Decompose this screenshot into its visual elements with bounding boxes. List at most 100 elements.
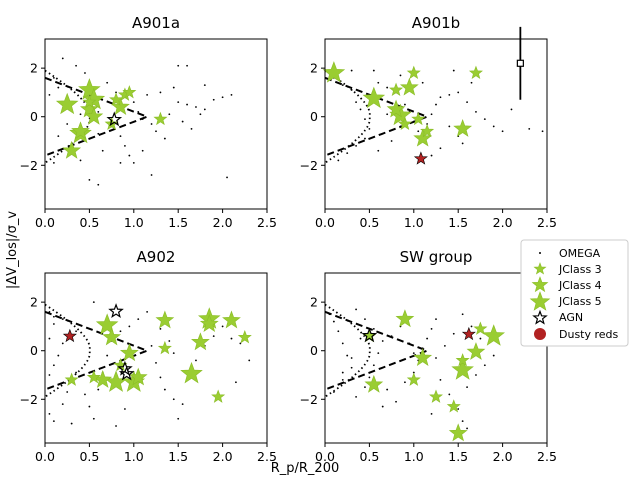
omega-point [66, 391, 69, 393]
omega-point [186, 103, 188, 106]
legend-marker-agn [532, 309, 548, 325]
omega-point [119, 135, 122, 138]
omega-point [92, 417, 95, 420]
omega-point [421, 81, 424, 84]
omega-point [510, 108, 513, 111]
jclass3-point [473, 321, 488, 335]
legend-marker-dusty-reds [534, 328, 546, 340]
legend-label-jclass3: JClass 3 [558, 263, 602, 276]
jclass3-point [109, 92, 124, 106]
omega-point [386, 113, 389, 116]
omega-point [399, 74, 402, 77]
omega-point [235, 381, 237, 384]
omega-point [364, 118, 366, 121]
omega-point [199, 113, 202, 116]
x-tick-label: 0.5 [79, 449, 99, 464]
x-tick-label: 1.0 [124, 449, 144, 464]
omega-point [364, 318, 366, 321]
x-tick-label: 2.5 [257, 449, 277, 464]
omega-point [181, 403, 184, 406]
error-bar-marker [516, 59, 524, 67]
x-tick-label: 2.0 [493, 449, 513, 464]
omega-point [190, 127, 193, 130]
omega-point [168, 340, 171, 342]
omega-point [84, 393, 86, 396]
y-tick-label: 0 [30, 343, 38, 358]
legend-marker-omega [539, 252, 541, 254]
omega-point [466, 427, 468, 430]
omega-point [57, 86, 60, 89]
jclass5-point [95, 313, 119, 335]
jclass3-point [468, 65, 483, 79]
x-tick-label: 1.0 [404, 449, 424, 464]
panel-a902: A902 0.0 0.5 1.0 1.5 2.0 2.5 2 0 −2 [20, 248, 277, 464]
omega-point [341, 378, 344, 381]
x-tick-label: 2.5 [537, 449, 557, 464]
x-tick-label: 0.5 [359, 449, 379, 464]
omega-point [150, 344, 153, 347]
omega-point [141, 149, 144, 152]
omega-point [52, 420, 55, 423]
x-tick-label: 1.0 [404, 215, 424, 230]
omega-point [470, 325, 473, 328]
legend-marker-jclass5 [529, 291, 551, 311]
y-tick-label: 0 [30, 109, 38, 124]
omega-point [132, 161, 135, 164]
jclass4-point [62, 140, 82, 159]
caustic-dashed-line [324, 310, 430, 391]
omega-point [230, 93, 233, 96]
omega-point [84, 72, 86, 74]
omega-point [390, 335, 393, 338]
agn-point [108, 303, 124, 319]
omega-point [412, 120, 415, 123]
omega-point [452, 332, 455, 335]
omega-point [195, 359, 197, 362]
omega-point [368, 127, 371, 130]
omega-point [492, 354, 495, 357]
omega-point [163, 388, 166, 391]
omega-point [364, 137, 366, 140]
omega-point [52, 76, 55, 79]
jclass5-point [55, 92, 79, 115]
omega-point [350, 69, 353, 72]
jclass4-point [222, 310, 241, 329]
omega-point [124, 144, 126, 147]
legend-marker-jclass4 [531, 276, 549, 293]
omega-point [132, 101, 135, 104]
omega-point [404, 381, 406, 384]
omega-point [443, 344, 446, 347]
x-tick-label: 1.5 [168, 449, 188, 464]
omega-point [221, 325, 224, 328]
legend-label-jclass5: JClass 5 [558, 295, 602, 308]
omega-point [159, 91, 162, 94]
panel-sw-group: SW group 0.0 0.5 1.0 1.5 2.0 2.5 2 0 −2 [300, 248, 557, 464]
x-tick-label: 0.0 [315, 449, 335, 464]
jclass4-point [413, 348, 433, 366]
jclass5-point [322, 61, 346, 83]
y-tick-label: −2 [300, 392, 318, 407]
x-tick-label: 2.0 [493, 215, 513, 230]
legend-label-dusty-reds: Dusty reds [559, 328, 619, 341]
omega-point [350, 357, 353, 359]
jclass3-point [153, 111, 168, 126]
omega-point [430, 154, 433, 157]
y-tick-label: 2 [30, 61, 38, 76]
omega-point [128, 325, 131, 328]
omega-point [528, 127, 531, 130]
dusty-red-point [461, 326, 476, 341]
jclass3-point [429, 389, 443, 403]
caustic-dashed-line [324, 76, 430, 157]
omega-point [359, 108, 362, 111]
omega-point [57, 383, 60, 386]
jclass3-point [389, 82, 404, 96]
panel-title: A902 [137, 248, 176, 266]
omega-point [101, 149, 104, 152]
dusty-red-point [413, 151, 428, 165]
omega-point [372, 327, 375, 330]
jclass4-point [448, 423, 468, 442]
caustic-dashed-line [44, 310, 150, 391]
omega-point [172, 352, 175, 355]
caustic-dashed-line [44, 76, 150, 157]
omega-point [377, 81, 380, 84]
